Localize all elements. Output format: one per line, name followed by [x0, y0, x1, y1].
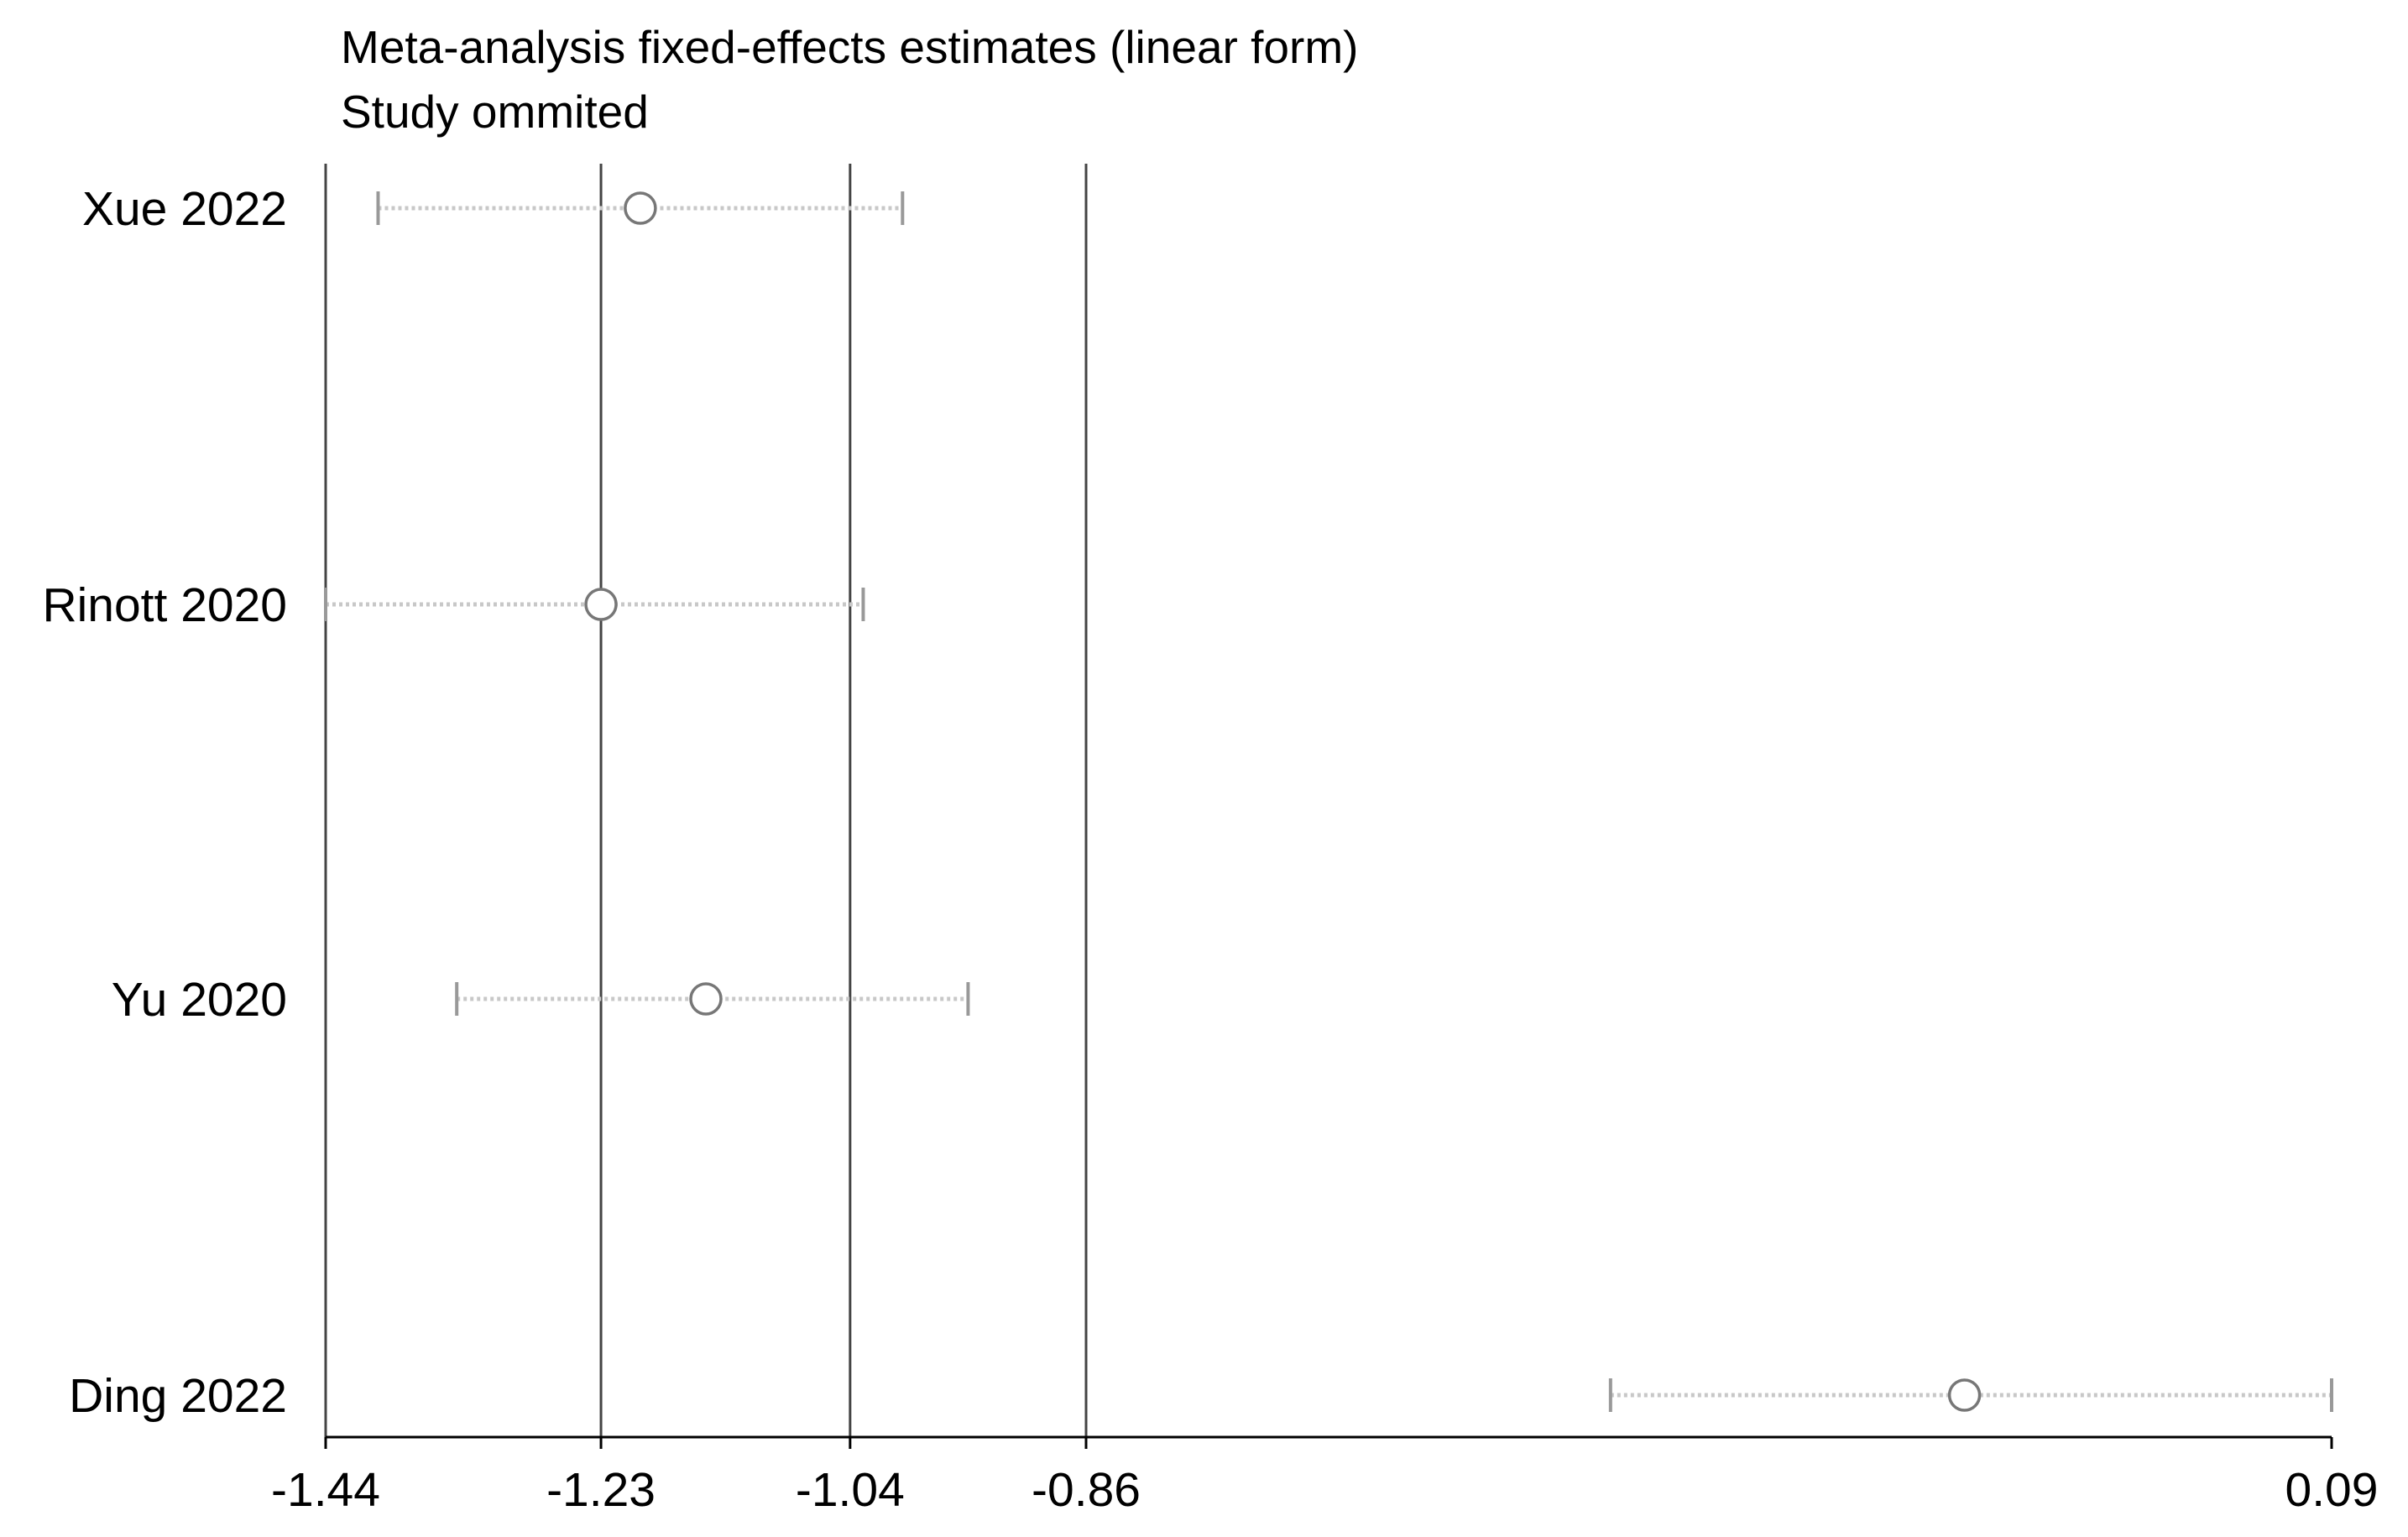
chart-title: Meta-analysis fixed-effects estimates (l…	[341, 21, 1359, 73]
estimate-marker	[584, 588, 618, 621]
estimate-marker	[1947, 1378, 1982, 1412]
chart-subtitle: Study ommited	[341, 86, 649, 138]
study-label: Rinott 2020	[42, 578, 287, 632]
estimate-marker	[624, 191, 657, 225]
x-tick-label: -1.04	[796, 1463, 905, 1517]
study-label: Ding 2022	[69, 1369, 287, 1423]
x-tick-label: -1.44	[271, 1463, 380, 1517]
estimate-marker	[689, 982, 723, 1016]
x-tick-label: -0.86	[1032, 1463, 1141, 1517]
x-tick-label: 0.09	[2285, 1463, 2379, 1517]
study-label: Xue 2022	[82, 182, 287, 236]
x-tick-label: -1.23	[546, 1463, 656, 1517]
study-label: Yu 2020	[112, 973, 287, 1027]
chart-title-block: Meta-analysis fixed-effects estimates (l…	[341, 15, 1358, 144]
